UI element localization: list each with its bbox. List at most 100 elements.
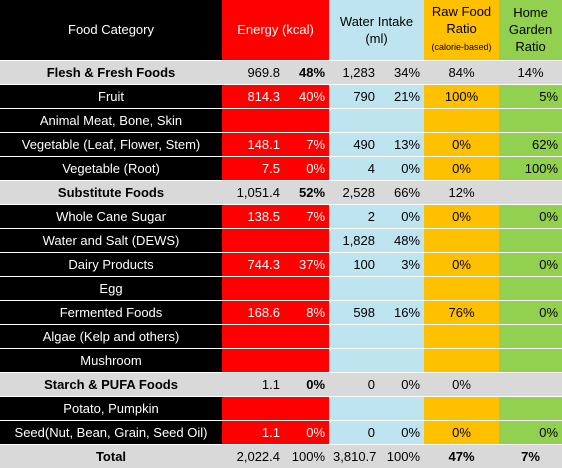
row-label: Potato, Pumpkin xyxy=(0,395,222,420)
energy-value: 744.3 xyxy=(222,251,284,276)
table-row: Egg xyxy=(0,275,562,300)
water-value xyxy=(329,395,380,420)
energy-percent xyxy=(284,323,330,348)
energy-value: 168.6 xyxy=(222,299,284,324)
table-row: Fruit 814.3 40% 790 21% 100% 5% xyxy=(0,83,562,108)
energy-percent: 0% xyxy=(284,371,330,396)
header-raw-food-ratio: Raw Food Ratio (calorie-based) xyxy=(424,0,500,60)
garden-ratio xyxy=(499,275,562,300)
raw-ratio xyxy=(424,275,500,300)
energy-percent: 8% xyxy=(284,299,330,324)
energy-value xyxy=(222,395,284,420)
garden-ratio: 0% xyxy=(499,419,562,444)
header-raw-food-note: (calorie-based) xyxy=(431,42,492,53)
row-label: Fruit xyxy=(0,83,222,108)
raw-ratio xyxy=(424,107,500,132)
energy-value xyxy=(222,107,284,132)
garden-ratio xyxy=(499,347,562,372)
raw-ratio: 100% xyxy=(424,83,500,108)
water-percent: 3% xyxy=(379,251,425,276)
table-row: Starch & PUFA Foods 1.1 0% 0 0% 0% xyxy=(0,371,562,396)
raw-ratio: 0% xyxy=(424,419,500,444)
water-value xyxy=(329,323,380,348)
raw-ratio xyxy=(424,347,500,372)
water-percent: 0% xyxy=(379,419,425,444)
row-label: Flesh & Fresh Foods xyxy=(0,59,222,84)
water-value: 1,828 xyxy=(329,227,380,252)
water-value: 490 xyxy=(329,131,380,156)
row-label: Fermented Foods xyxy=(0,299,222,324)
water-value xyxy=(329,275,380,300)
garden-ratio: 0% xyxy=(499,299,562,324)
row-label: Animal Meat, Bone, Skin xyxy=(0,107,222,132)
energy-percent xyxy=(284,347,330,372)
table-row: Animal Meat, Bone, Skin xyxy=(0,107,562,132)
water-value: 1,283 xyxy=(329,59,380,84)
table-row: Algae (Kelp and others) xyxy=(0,323,562,348)
energy-value: 1.1 xyxy=(222,419,284,444)
total-water-percent: 100% xyxy=(379,443,425,468)
garden-ratio: 5% xyxy=(499,83,562,108)
total-label: Total xyxy=(0,443,222,468)
energy-percent: 7% xyxy=(284,131,330,156)
water-percent xyxy=(379,347,425,372)
garden-ratio: 62% xyxy=(499,131,562,156)
raw-ratio: 12% xyxy=(424,179,500,204)
water-percent: 0% xyxy=(379,371,425,396)
total-raw-ratio: 47% xyxy=(424,443,500,468)
table-row: Dairy Products 744.3 37% 100 3% 0% 0% xyxy=(0,251,562,276)
table-row: Seed(Nut, Bean, Grain, Seed Oil) 1.1 0% … xyxy=(0,419,562,444)
garden-ratio: 0% xyxy=(499,251,562,276)
raw-ratio xyxy=(424,227,500,252)
energy-percent: 0% xyxy=(284,155,330,180)
raw-ratio xyxy=(424,323,500,348)
row-label: Algae (Kelp and others) xyxy=(0,323,222,348)
energy-percent xyxy=(284,227,330,252)
energy-value xyxy=(222,347,284,372)
energy-percent: 0% xyxy=(284,419,330,444)
garden-ratio xyxy=(499,371,562,396)
water-value: 0 xyxy=(329,371,380,396)
header-row: Food Category Energy (kcal) Water Intake… xyxy=(0,0,562,60)
energy-percent: 52% xyxy=(284,179,330,204)
energy-value: 138.5 xyxy=(222,203,284,228)
water-percent: 66% xyxy=(379,179,425,204)
energy-value xyxy=(222,275,284,300)
total-energy-percent: 100% xyxy=(284,443,330,468)
header-raw-food-label: Raw Food Ratio xyxy=(431,4,492,37)
energy-value: 1,051.4 xyxy=(222,179,284,204)
water-value: 2,528 xyxy=(329,179,380,204)
energy-value xyxy=(222,323,284,348)
row-label: Whole Cane Sugar xyxy=(0,203,222,228)
water-value: 0 xyxy=(329,419,380,444)
row-label: Mushroom xyxy=(0,347,222,372)
header-home-garden-ratio: Home Garden Ratio xyxy=(499,0,562,60)
row-label: Substitute Foods xyxy=(0,179,222,204)
total-garden-ratio: 7% xyxy=(499,443,562,468)
row-label: Egg xyxy=(0,275,222,300)
water-percent: 16% xyxy=(379,299,425,324)
garden-ratio xyxy=(499,323,562,348)
water-percent: 0% xyxy=(379,155,425,180)
table-row: Substitute Foods 1,051.4 52% 2,528 66% 1… xyxy=(0,179,562,204)
water-percent: 13% xyxy=(379,131,425,156)
table-row: Flesh & Fresh Foods 969.8 48% 1,283 34% … xyxy=(0,59,562,84)
water-percent: 48% xyxy=(379,227,425,252)
water-value: 2 xyxy=(329,203,380,228)
row-label: Water and Salt (DEWS) xyxy=(0,227,222,252)
energy-value: 1.1 xyxy=(222,371,284,396)
row-label: Vegetable (Root) xyxy=(0,155,222,180)
table-row: Fermented Foods 168.6 8% 598 16% 76% 0% xyxy=(0,299,562,324)
energy-percent: 48% xyxy=(284,59,330,84)
water-percent: 34% xyxy=(379,59,425,84)
total-water-value: 3,810.7 xyxy=(329,443,380,468)
raw-ratio: 0% xyxy=(424,131,500,156)
energy-percent: 40% xyxy=(284,83,330,108)
garden-ratio xyxy=(499,179,562,204)
row-label: Seed(Nut, Bean, Grain, Seed Oil) xyxy=(0,419,222,444)
garden-ratio: 0% xyxy=(499,203,562,228)
raw-ratio: 84% xyxy=(424,59,500,84)
raw-ratio: 0% xyxy=(424,371,500,396)
water-percent xyxy=(379,275,425,300)
